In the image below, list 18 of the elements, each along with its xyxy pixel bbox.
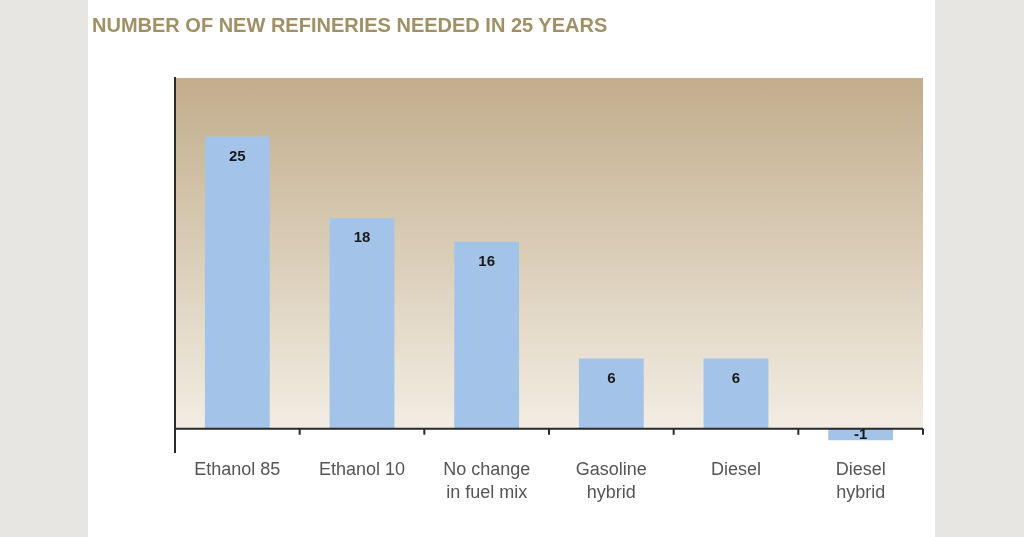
x-tick-label: Gasoline hybrid xyxy=(575,458,647,503)
bar xyxy=(454,241,520,429)
x-tick-label: Ethanol 10 xyxy=(318,458,406,479)
x-tick-label: No change in fuel mix xyxy=(443,458,531,503)
x-tick-label: Ethanol 85 xyxy=(194,458,281,479)
bar xyxy=(329,218,395,429)
data-label: 6 xyxy=(731,368,741,386)
data-label: 16 xyxy=(478,251,496,269)
data-label: -1 xyxy=(853,424,868,442)
x-tick-label: Diesel xyxy=(710,458,762,479)
data-label: 25 xyxy=(228,146,246,164)
data-label: 6 xyxy=(607,368,616,386)
data-label: 18 xyxy=(353,228,371,246)
x-tick-label: Diesel hybrid xyxy=(835,458,886,503)
bar xyxy=(204,136,270,429)
bar xyxy=(703,358,769,429)
bar xyxy=(578,358,644,429)
chart-title: NUMBER OF NEW REFINERIES NEEDED IN 25 YEARS xyxy=(92,14,608,36)
